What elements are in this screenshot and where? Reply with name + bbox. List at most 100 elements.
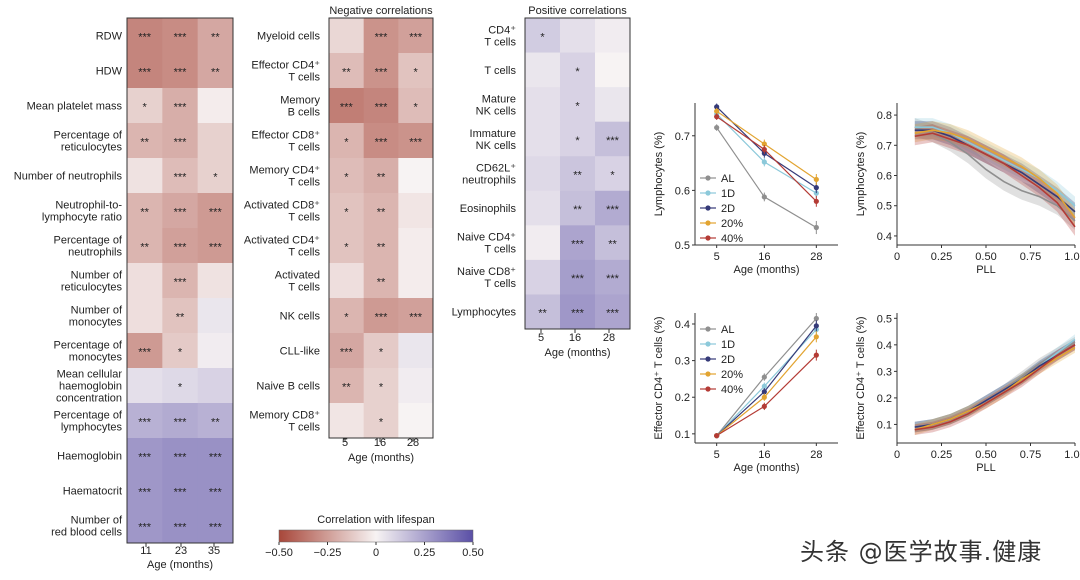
heatmap-cell (329, 123, 365, 159)
y-tick-label: 0.7 (877, 140, 892, 152)
row-label: Activated CD4⁺ (244, 235, 320, 247)
x-tick-label: 16 (569, 332, 581, 344)
significance-stars: *** (375, 32, 389, 44)
heatmap-cell (197, 368, 234, 404)
significance-stars: ** (211, 32, 220, 44)
significance-stars: * (379, 382, 384, 394)
y-tick-label: 0.1 (675, 429, 690, 441)
heatmap-cell (197, 123, 234, 159)
row-label: Percentage of (54, 130, 123, 142)
heatmap-cell (595, 18, 631, 54)
heatmap-cell (197, 263, 234, 299)
effector-cd4-pll-chart: 0.10.20.30.40.500.250.500.751.00PLLEffec… (855, 313, 1080, 474)
y-axis-label: Lymphocytes (%) (653, 132, 665, 217)
heatmap-cell (560, 294, 596, 330)
significance-stars: ** (573, 204, 582, 216)
heatmap-cell (329, 263, 365, 299)
legend-label: AL (721, 324, 734, 336)
row-label: NK cells (280, 311, 321, 323)
significance-stars: *** (174, 522, 188, 534)
significance-stars: * (344, 207, 349, 219)
significance-stars: ** (608, 239, 617, 251)
heatmap-cell (197, 473, 234, 509)
heatmap-cell (363, 53, 399, 89)
x-tick-label: 1.00 (1064, 449, 1080, 461)
significance-stars: * (143, 102, 148, 114)
significance-stars: ** (140, 242, 149, 254)
row-label: CLL-like (280, 346, 320, 358)
row-label: Activated (275, 270, 320, 282)
heatmap-cell (560, 259, 596, 295)
row-label: T cells (288, 142, 320, 154)
heatmap-cell (162, 403, 199, 439)
heatmap-cell (162, 368, 199, 404)
row-label: Haematocrit (63, 486, 122, 498)
heatmap-cell (525, 156, 561, 192)
heatmap-cell (197, 193, 234, 229)
significance-stars: * (575, 135, 580, 147)
significance-stars: *** (409, 312, 423, 324)
heatmap-cell (560, 18, 596, 54)
significance-stars: *** (375, 137, 389, 149)
heatmap-cell (595, 121, 631, 157)
significance-stars: * (178, 347, 183, 359)
x-tick-label: 23 (175, 545, 187, 557)
row-label: lymphocyte ratio (42, 212, 122, 224)
row-label: CD62L⁺ (476, 163, 516, 175)
row-label: Haemoglobin (57, 451, 122, 463)
legend-marker (705, 175, 711, 181)
confidence-band (914, 334, 1075, 433)
heatmap-cell (127, 263, 163, 299)
heatmap-cell (162, 473, 199, 509)
row-label: Number of (71, 305, 123, 317)
data-point (813, 176, 819, 183)
heatmap-cell (398, 298, 434, 334)
data-point (761, 394, 767, 400)
heatmap-cell (595, 259, 631, 295)
heatmap-cell (363, 333, 399, 369)
heatmap-cell (398, 228, 434, 264)
legend-label: 20% (721, 369, 743, 381)
significance-stars: *** (606, 204, 620, 216)
row-label: T cells (288, 177, 320, 189)
significance-stars: *** (138, 67, 152, 79)
y-tick-label: 0.8 (877, 110, 892, 122)
significance-stars: *** (138, 32, 152, 44)
heatmap-cell (398, 368, 434, 404)
heatmap-cell (560, 87, 596, 123)
series-line (914, 129, 1076, 219)
significance-stars: *** (174, 417, 188, 429)
legend-label: AL (721, 173, 734, 185)
significance-stars: *** (138, 347, 152, 359)
row-label: Myeloid cells (257, 31, 320, 43)
x-axis-label: PLL (976, 462, 996, 474)
heatmap-cell (329, 88, 365, 124)
row-label: Lymphocytes (452, 307, 517, 319)
heatmap-cell (329, 53, 365, 89)
significance-stars: ** (211, 417, 220, 429)
heatmap-cell (398, 263, 434, 299)
significance-stars: *** (571, 308, 585, 320)
row-label: T cells (484, 36, 516, 48)
row-label: monocytes (69, 317, 123, 329)
row-label: Number of (71, 515, 123, 527)
x-tick-label: 16 (374, 437, 386, 449)
colorbar-bar (278, 529, 474, 543)
heatmap-cell (127, 158, 163, 194)
significance-stars: *** (174, 207, 188, 219)
heatmap-cell (560, 156, 596, 192)
data-point (761, 159, 767, 165)
significance-stars: *** (606, 308, 620, 320)
heatmap-cell (127, 333, 163, 369)
heatmap-cell (197, 88, 234, 124)
heatmap-cell (127, 438, 163, 474)
significance-stars: ** (538, 308, 547, 320)
significance-stars: *** (571, 239, 585, 251)
legend-label: 40% (721, 384, 743, 396)
significance-stars: *** (340, 347, 354, 359)
heatmap-cell (398, 88, 434, 124)
heatmap-cell (162, 298, 199, 334)
significance-stars: * (344, 137, 349, 149)
row-label: Memory CD8⁺ (249, 410, 320, 422)
heatmap-cell (197, 53, 234, 89)
